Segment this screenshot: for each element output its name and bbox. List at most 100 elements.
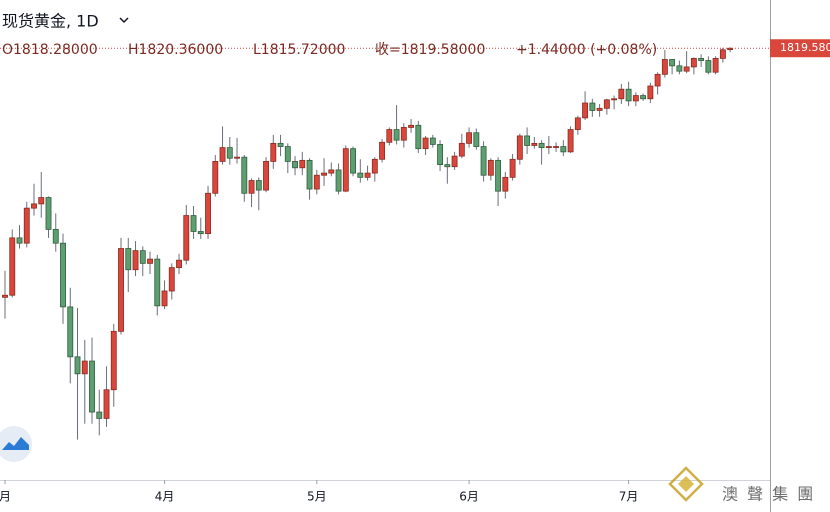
candle-body [632,95,639,102]
last-price-tag [770,39,830,58]
candle-body [437,144,444,166]
candle-body [408,124,415,128]
x-tick-label: 4月 [155,490,175,504]
candle-body [190,215,197,232]
logo-mark [2,437,29,450]
x-tick-label: 5月 [307,490,327,504]
candle-body [451,155,458,168]
candle-body [219,147,226,162]
candle-body [89,360,95,413]
candle-body [603,99,610,109]
candle-body [611,98,618,101]
candle-body [31,203,37,209]
candle-body [277,142,284,147]
candle-body [502,176,509,192]
header: 现货黄金, 1D O1818.28000 H1820.36000 L1815.7… [2,12,657,59]
ohlc-low: L1815.72000 [253,42,345,58]
candle-body [81,360,88,375]
x-tick-label: 7月 [619,490,639,504]
candle-body [379,141,386,160]
ohlc-high: H1820.36000 [128,42,223,58]
candle-body [9,237,16,296]
candle-body [400,127,407,141]
candle-body [284,146,291,162]
candle-body [531,142,538,146]
candle-body [669,59,676,67]
candle-body [422,137,429,150]
ohlc-close: 收=1819.58000 [375,42,485,58]
candle-body [712,58,719,73]
candle-body [60,242,66,308]
candle-body [161,290,168,307]
candle-body [640,95,647,100]
candle-body [255,180,262,191]
candle-body [647,85,654,100]
candle-body [2,294,8,298]
candle-body [103,389,110,419]
candle-body [125,248,132,271]
candle-body [321,172,327,176]
ohlc-change: +1.44000 (+0.08%) [516,42,657,58]
candle-body [74,356,81,375]
candle-body [690,58,697,68]
candle-body [444,164,451,168]
candle-body [582,102,589,119]
candle-body [727,47,734,51]
candle-body [473,132,480,147]
candle-body [393,129,400,141]
candle-body [45,197,52,230]
candle-body [625,88,632,102]
candle-body [335,169,342,192]
candle-body [248,180,255,194]
candle-body [241,156,248,194]
candle-body [183,215,190,261]
candle-body [270,142,277,162]
dropdown-chevron[interactable] [119,17,129,24]
candle-body [654,73,661,87]
candle-body [364,172,371,178]
ohlc-open: O1818.28000 [2,42,98,58]
candle-body [23,207,30,244]
x-tick-label: 月 [0,490,11,504]
watermark-logo [668,466,704,502]
candle-body [574,117,581,130]
candle-body [292,161,298,169]
candle-body [516,135,523,160]
candle-body [147,258,153,264]
candle-body [38,197,45,205]
candle-body [676,65,683,72]
candle-body [719,49,726,59]
candle-body [698,58,705,61]
candle-body [263,161,269,191]
watermark-text: 澳 聲 集 團 [722,485,815,504]
candle-body [234,156,240,159]
x-tick-label: 6月 [459,490,479,504]
candle-body [226,147,233,159]
candle-body [16,237,23,244]
candle-body [429,137,436,145]
candle-body [342,148,349,192]
candle-body [458,142,465,157]
candle-body [705,60,712,73]
candle-body [480,146,487,176]
watermark-logo-inner [678,476,694,492]
candle-body [110,330,117,391]
candle-body [371,158,378,174]
candle-body [197,231,204,235]
candle-body [328,169,335,174]
candle-body [96,411,103,419]
candle-body [545,146,552,149]
watermark: 澳 聲 集 團 [668,466,815,504]
last-price-label: 1819.580 [780,41,830,54]
candle-body [299,159,306,169]
candle-body [168,267,175,292]
candle-body [350,148,356,174]
candle-body [306,159,313,190]
candle-body [495,159,502,192]
candle-body [596,107,603,111]
candle-body [661,59,668,75]
logo[interactable] [0,426,32,462]
candle-body [567,129,574,153]
candle-body [618,88,625,100]
